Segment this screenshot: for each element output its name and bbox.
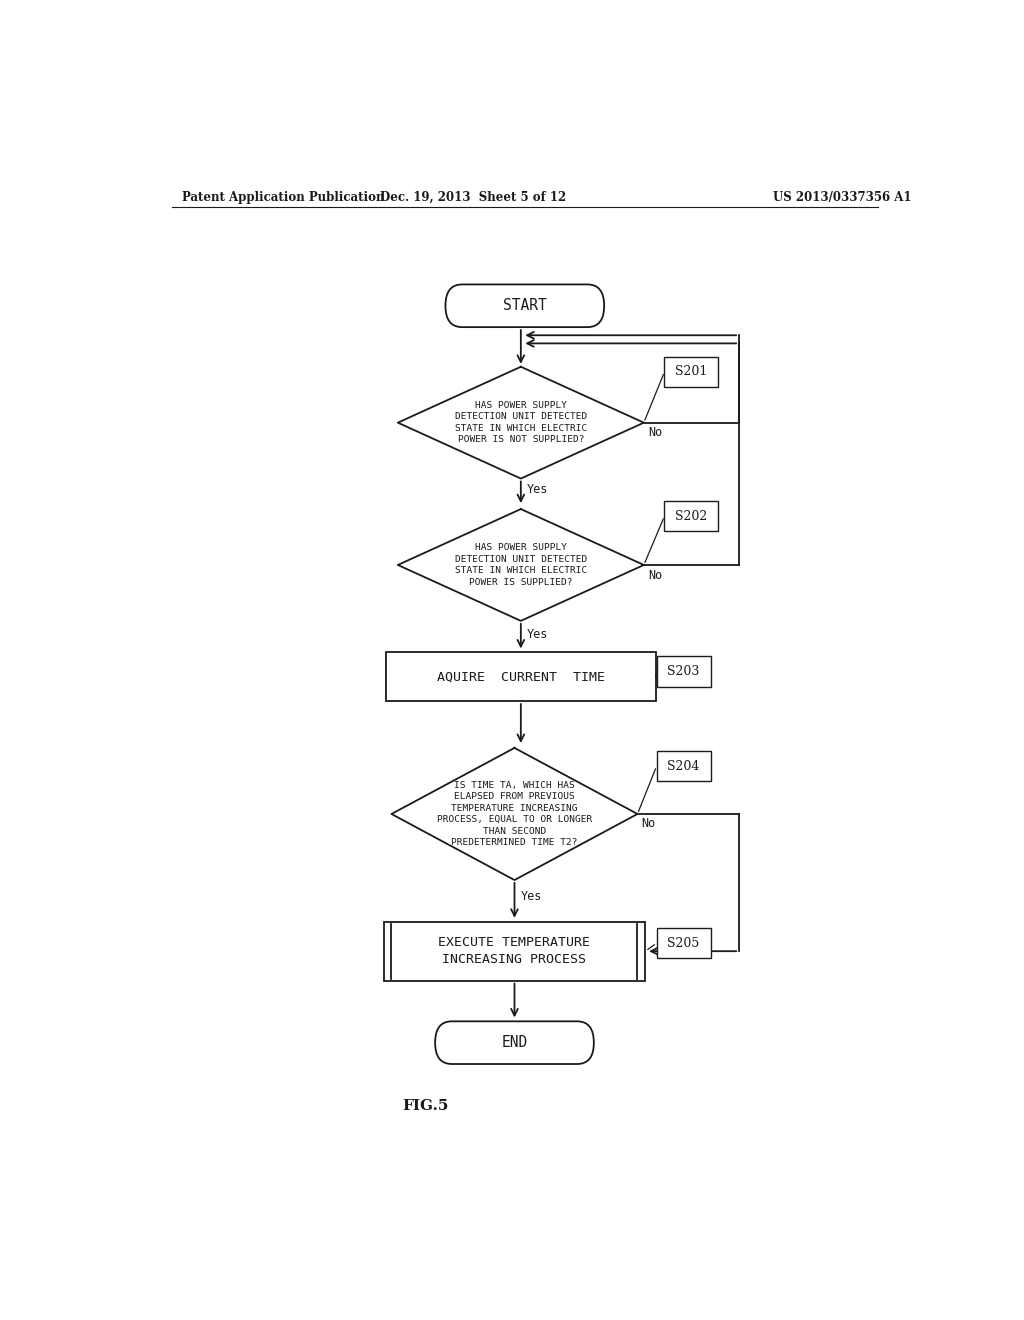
Text: Patent Application Publication: Patent Application Publication	[182, 190, 384, 203]
Text: Yes: Yes	[527, 627, 549, 640]
Text: No: No	[641, 817, 655, 830]
Polygon shape	[397, 367, 644, 479]
Text: Dec. 19, 2013  Sheet 5 of 12: Dec. 19, 2013 Sheet 5 of 12	[380, 190, 566, 203]
Bar	[384, 921, 645, 981]
Bar	[665, 356, 719, 387]
FancyBboxPatch shape	[445, 284, 604, 327]
Text: S202: S202	[676, 510, 708, 523]
FancyBboxPatch shape	[435, 1022, 594, 1064]
Text: Yes: Yes	[527, 483, 549, 496]
Text: Yes: Yes	[521, 890, 542, 903]
Text: HAS POWER SUPPLY
DETECTION UNIT DETECTED
STATE IN WHICH ELECTRIC
POWER IS NOT SU: HAS POWER SUPPLY DETECTION UNIT DETECTED…	[455, 401, 587, 445]
Bar	[656, 751, 711, 781]
Text: START: START	[503, 298, 547, 313]
Text: S204: S204	[668, 760, 699, 772]
Text: EXECUTE TEMPERATURE
INCREASING PROCESS: EXECUTE TEMPERATURE INCREASING PROCESS	[438, 936, 591, 966]
Text: END: END	[502, 1035, 527, 1051]
Text: S205: S205	[668, 937, 699, 949]
Bar	[656, 928, 711, 958]
Bar	[386, 652, 655, 701]
Text: No: No	[648, 569, 663, 582]
Text: HAS POWER SUPPLY
DETECTION UNIT DETECTED
STATE IN WHICH ELECTRIC
POWER IS SUPPLI: HAS POWER SUPPLY DETECTION UNIT DETECTED…	[455, 544, 587, 586]
Bar	[665, 500, 719, 532]
Text: US 2013/0337356 A1: US 2013/0337356 A1	[773, 190, 911, 203]
Bar	[656, 656, 711, 686]
Text: AQUIRE  CURRENT  TIME: AQUIRE CURRENT TIME	[437, 671, 605, 684]
Polygon shape	[397, 510, 644, 620]
Text: S201: S201	[675, 366, 708, 379]
Text: FIG.5: FIG.5	[402, 1098, 449, 1113]
Text: No: No	[648, 426, 663, 440]
Text: S203: S203	[668, 665, 699, 678]
Polygon shape	[391, 748, 638, 880]
Text: IS TIME TA, WHICH HAS
ELAPSED FROM PREVIOUS
TEMPERATURE INCREASING
PROCESS, EQUA: IS TIME TA, WHICH HAS ELAPSED FROM PREVI…	[437, 781, 592, 847]
